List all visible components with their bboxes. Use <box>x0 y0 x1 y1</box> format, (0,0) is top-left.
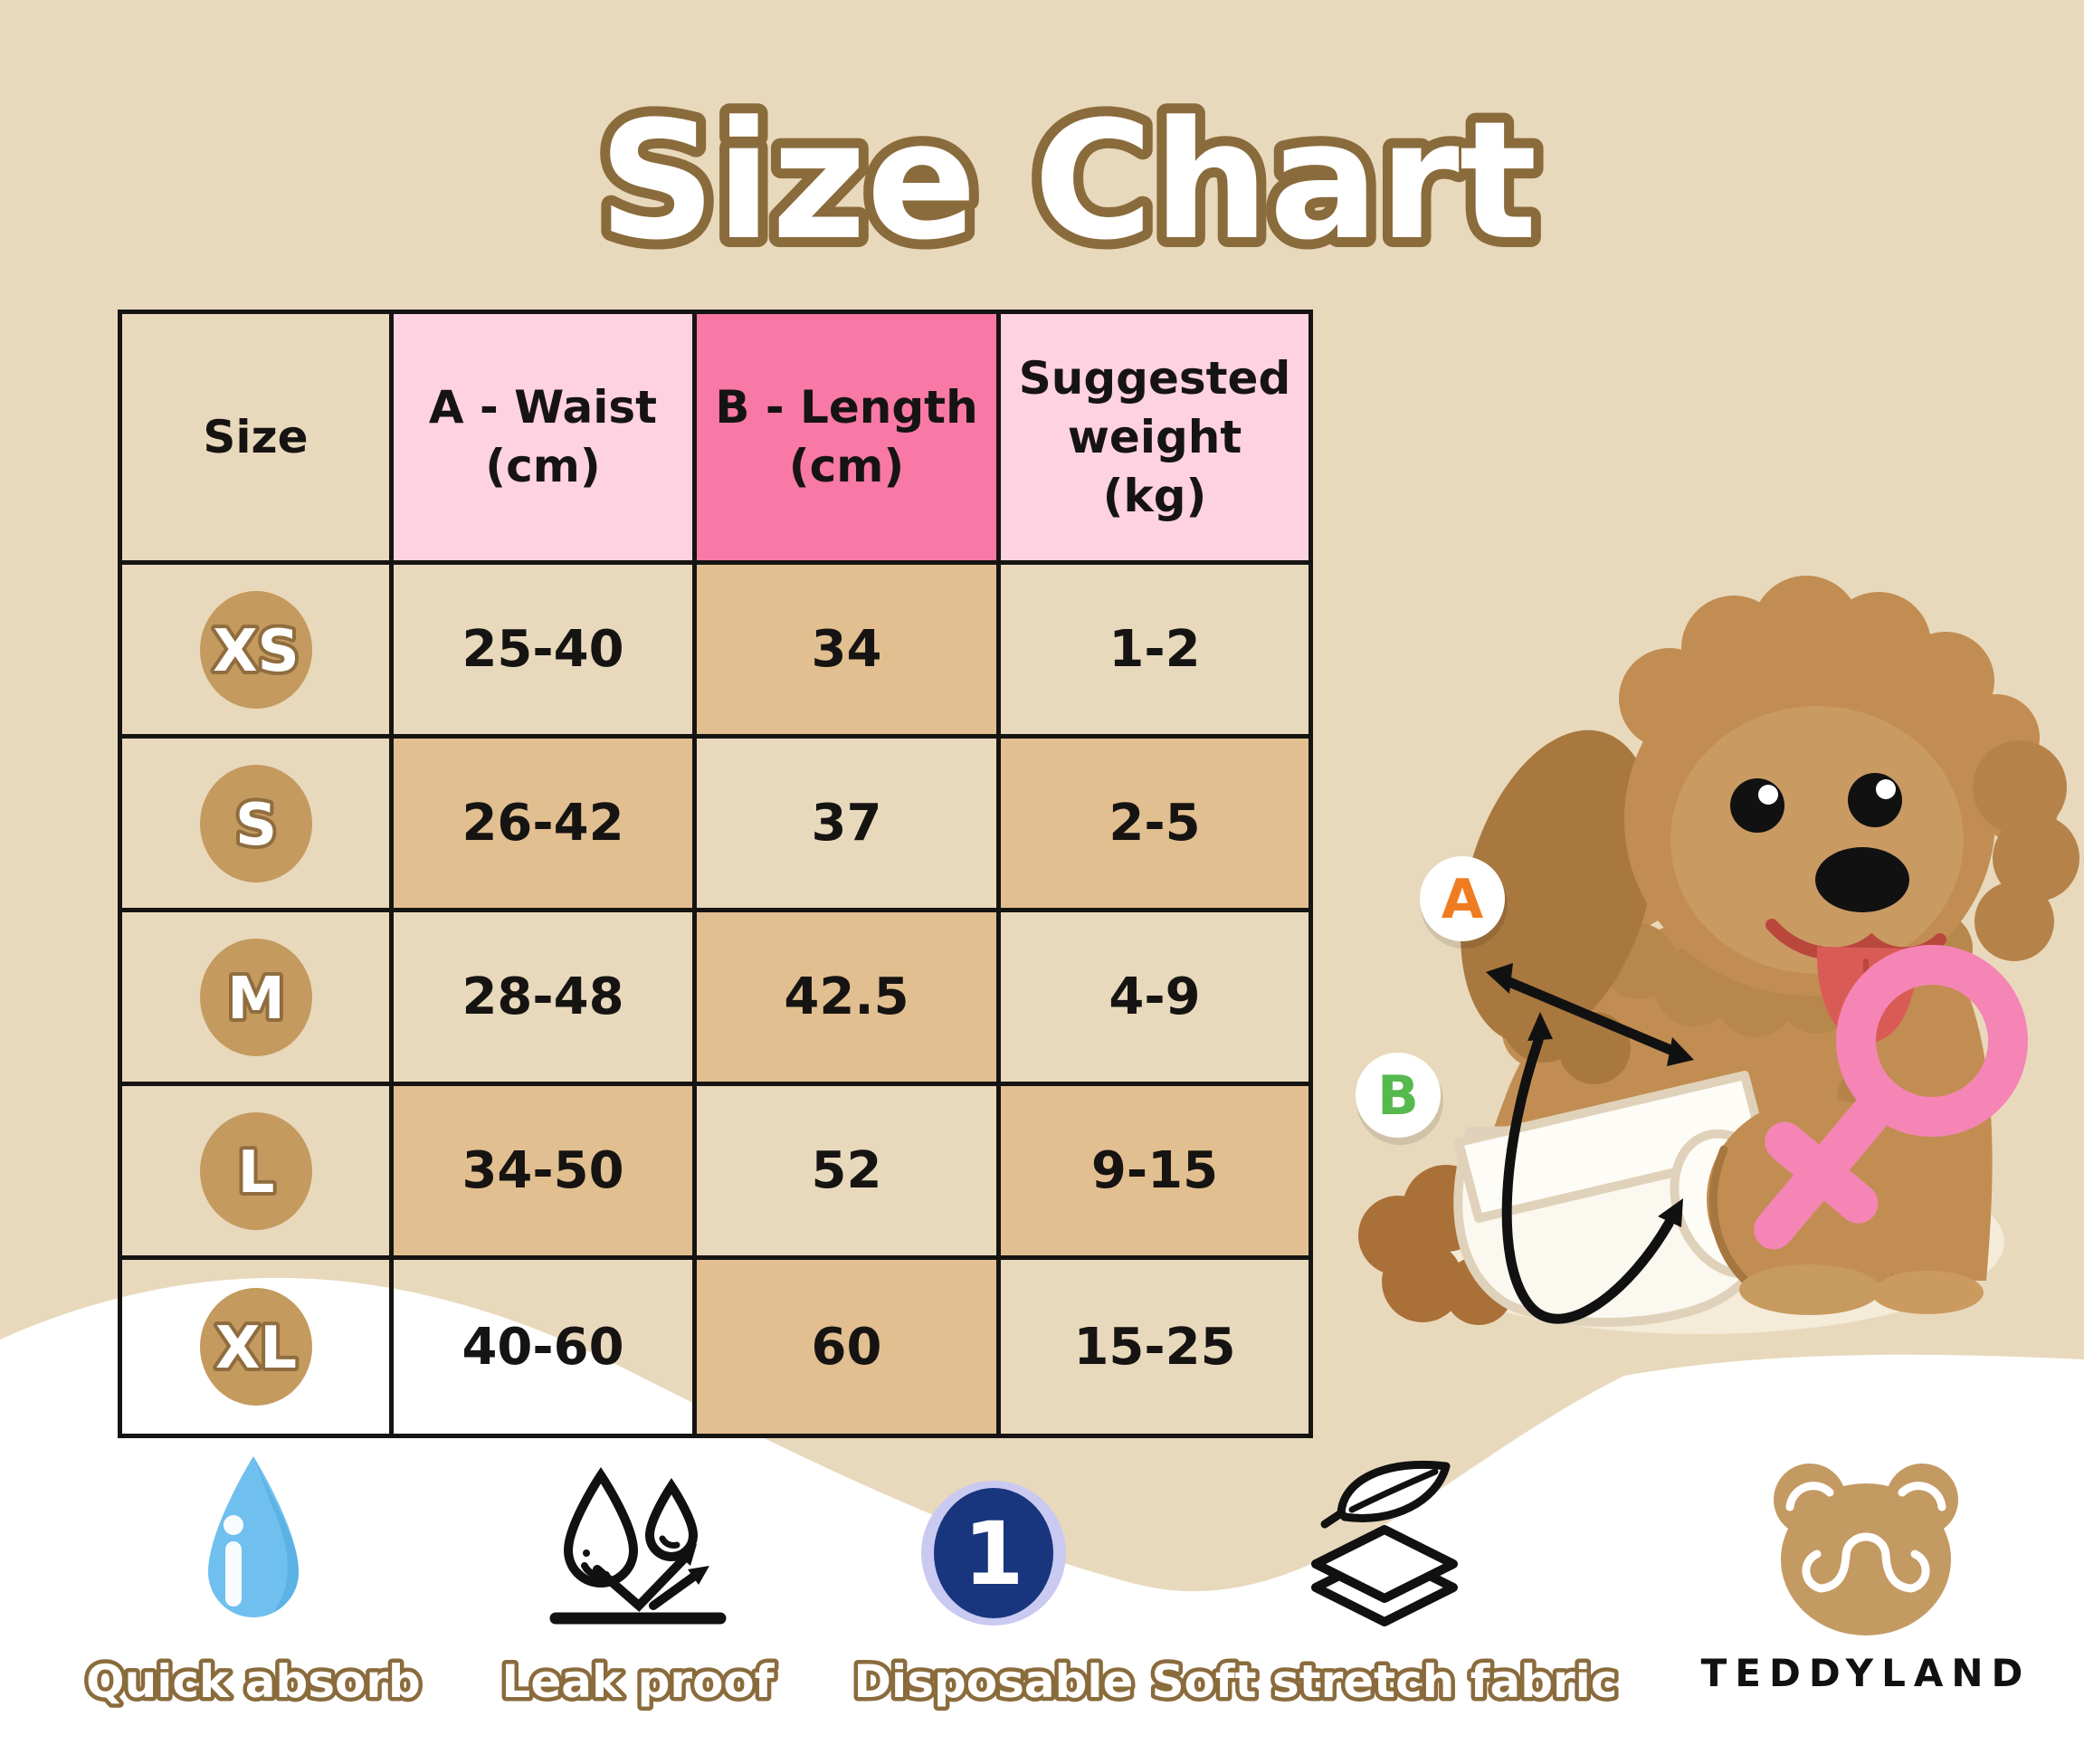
header-length-line2: (cm) <box>788 440 905 492</box>
measurement-arrow-b <box>1501 1012 1683 1324</box>
header-cell-size: Size <box>122 314 394 565</box>
size-badge-xs: XS <box>199 590 312 709</box>
size-badge-m: M <box>199 938 312 1056</box>
water-drop-icon <box>208 1456 300 1617</box>
label-a-text: A <box>1442 868 1484 931</box>
soft-stretch-fabric-icon <box>1311 1460 1458 1626</box>
disposable-count-badge: 1 <box>921 1481 1066 1626</box>
size-badge-s-label: S <box>234 792 276 859</box>
female-gender-icon <box>1754 945 2028 1250</box>
cell-l-waist: 34-50 <box>394 1086 697 1260</box>
cell-xl-waist: 40-60 <box>394 1260 697 1434</box>
table-row-xs-size: XS <box>122 565 394 739</box>
feature-soft-stretch-label: Soft stretch fabric <box>1152 1655 1618 1708</box>
cell-xl-weight: 15-25 <box>1073 1317 1236 1377</box>
brand-name: TEDDYLAND <box>1700 1651 2032 1695</box>
cell-xl-length: 60 <box>697 1260 1001 1434</box>
teddyland-bear-logo <box>1774 1464 1958 1635</box>
header-weight-line1: Suggested <box>1018 351 1291 405</box>
feature-leak-proof: Leak proof <box>385 1446 891 1723</box>
leak-proof-icon <box>549 1466 727 1625</box>
size-badge-xl-label: XL <box>214 1315 296 1382</box>
feature-disposable: 1 Disposable <box>740 1446 1247 1723</box>
size-badge-l-label: L <box>237 1139 274 1206</box>
cell-xs-waist: 25-40 <box>394 565 697 739</box>
size-badge-xs-label: XS <box>213 618 299 685</box>
feature-leak-proof-label: Leak proof <box>501 1655 775 1708</box>
size-badge-l: L <box>199 1111 312 1230</box>
size-badge-m-label: M <box>227 966 285 1033</box>
header-waist-line2: (cm) <box>485 440 601 492</box>
label-a-badge: A <box>1420 856 1508 949</box>
cell-l-weight: 9-15 <box>1001 1086 1308 1260</box>
table-row-l-size: L <box>122 1086 394 1260</box>
cell-m-length: 42.5 <box>697 912 1001 1086</box>
label-b-text: B <box>1377 1064 1419 1128</box>
disposable-count-text: 1 <box>964 1503 1024 1605</box>
dog-front-paw <box>1871 1271 1984 1314</box>
table-row-s-size: S <box>122 739 394 912</box>
size-badge-xl: XL <box>199 1288 312 1406</box>
cell-l-length: 52 <box>697 1086 1001 1260</box>
header-weight-line3: (kg) <box>1102 469 1207 522</box>
dog-right-ear <box>1973 740 2079 961</box>
cell-m-weight: 4-9 <box>1001 912 1308 1086</box>
dog-head <box>1619 576 2079 1043</box>
feature-quick-absorb-label: Quick absorb <box>86 1655 421 1708</box>
page-title-text: Size Chart <box>598 87 1537 276</box>
cell-m-waist: 28-48 <box>394 912 697 1086</box>
header-waist-line1: A - Waist <box>428 381 658 434</box>
header-cell-weight: Suggested weight (kg) <box>1001 314 1308 565</box>
table-row-xl-size: XL <box>122 1260 394 1434</box>
size-badge-s: S <box>199 764 312 882</box>
feature-soft-stretch: Soft stretch fabric <box>1131 1446 1638 1723</box>
header-cell-length: B - Length (cm) <box>697 314 1001 565</box>
brand-logo: TEDDYLAND <box>1613 1453 2084 1695</box>
size-table: Size A - Waist (cm) B - Length (cm) Sugg… <box>118 310 1313 1438</box>
header-size-label: Size <box>203 410 309 463</box>
header-length-line1: B - Length <box>715 381 978 434</box>
dog-right-eye <box>1848 773 1902 827</box>
feature-quick-absorb: Quick absorb <box>0 1446 507 1723</box>
dog-left-eye <box>1730 778 1784 833</box>
header-cell-waist: A - Waist (cm) <box>394 314 697 565</box>
feature-disposable-label: Disposable <box>854 1655 1134 1708</box>
cell-s-length: 37 <box>697 739 1001 912</box>
page-title: Size Chart <box>588 77 1546 286</box>
header-weight-line2: weight <box>1067 410 1242 463</box>
cell-s-waist: 26-42 <box>394 739 697 912</box>
cell-s-weight: 2-5 <box>1001 739 1308 912</box>
table-row-m-size: M <box>122 912 394 1086</box>
dog-illustration: A B <box>1356 576 2079 1327</box>
dog-hind-paw <box>1739 1264 1880 1315</box>
measurement-arrow-a <box>1486 963 1694 1066</box>
cell-xs-weight: 1-2 <box>1001 565 1308 739</box>
dog-nose <box>1815 847 1909 912</box>
dog-face-highlight <box>1670 706 1964 974</box>
label-b-badge: B <box>1356 1053 1443 1145</box>
cell-xs-length: 34 <box>697 565 1001 739</box>
